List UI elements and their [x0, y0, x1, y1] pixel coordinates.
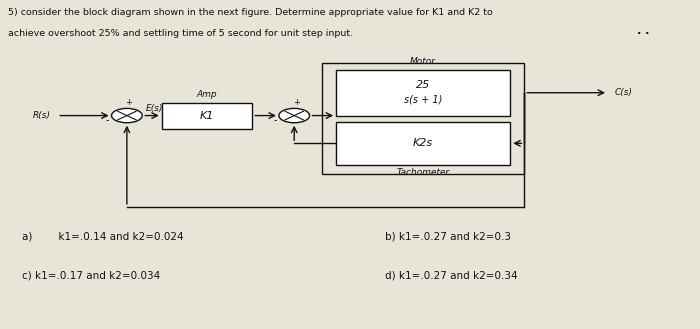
Text: 25: 25 [416, 80, 430, 89]
Circle shape [111, 108, 142, 123]
Text: C(s): C(s) [615, 88, 633, 97]
FancyBboxPatch shape [336, 70, 510, 115]
Text: R(s): R(s) [33, 111, 51, 120]
FancyBboxPatch shape [336, 122, 510, 164]
FancyBboxPatch shape [162, 103, 253, 129]
Text: a)        k1=.0.14 and k2=0.024: a) k1=.0.14 and k2=0.024 [22, 231, 184, 241]
Text: -: - [106, 115, 109, 125]
Text: c) k1=.0.17 and k2=0.034: c) k1=.0.17 and k2=0.034 [22, 270, 160, 280]
Circle shape [279, 108, 309, 123]
Text: Tachometer: Tachometer [397, 168, 450, 177]
Text: K2s: K2s [413, 138, 433, 148]
Text: . .: . . [636, 26, 649, 36]
Text: d) k1=.0.27 and k2=0.34: d) k1=.0.27 and k2=0.34 [385, 270, 517, 280]
Text: Amp: Amp [197, 90, 218, 99]
Text: K1: K1 [200, 111, 214, 120]
Text: +: + [293, 98, 300, 107]
Text: +: + [125, 98, 132, 107]
Text: s(s + 1): s(s + 1) [404, 94, 442, 104]
Text: -: - [273, 115, 276, 125]
Text: E(s): E(s) [146, 104, 163, 113]
Text: achieve overshoot 25% and settling time of 5 second for unit step input.: achieve overshoot 25% and settling time … [8, 29, 354, 38]
Text: 5) consider the block diagram shown in the next figure. Determine appropriate va: 5) consider the block diagram shown in t… [8, 8, 493, 17]
FancyBboxPatch shape [322, 63, 524, 174]
Text: Motor: Motor [410, 57, 436, 66]
Text: b) k1=.0.27 and k2=0.3: b) k1=.0.27 and k2=0.3 [385, 231, 511, 241]
